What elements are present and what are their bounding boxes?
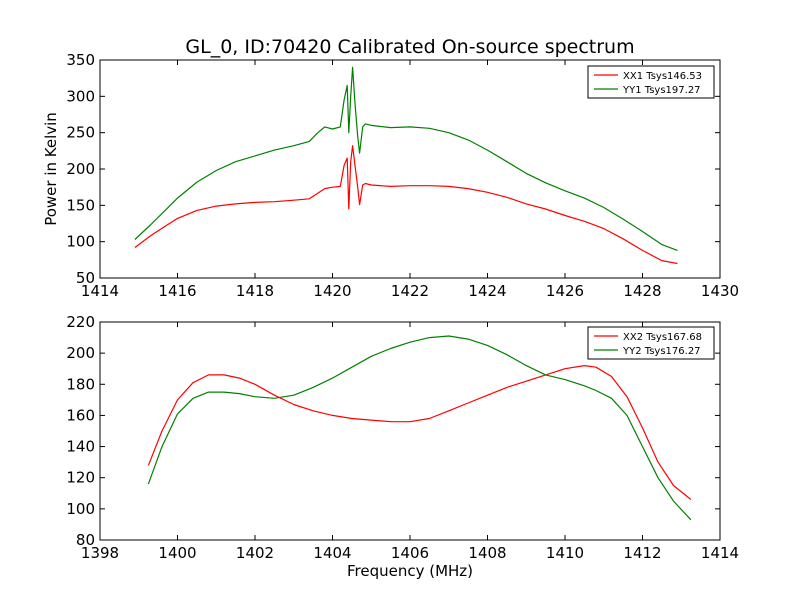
- top-legend-box: [587, 65, 715, 99]
- top-y-tick-label: 100: [66, 233, 95, 251]
- chart-title: GL_0, ID:70420 Calibrated On-source spec…: [185, 36, 634, 58]
- bottom-y-tick-label: 120: [66, 469, 95, 487]
- top-y-tick-label: 150: [66, 196, 95, 214]
- top-x-tick-label: 1414: [81, 282, 119, 300]
- top-series-2-line: [134, 66, 678, 251]
- top-y-tick-label: 50: [76, 269, 95, 287]
- top-y-tick-label: 300: [66, 87, 95, 105]
- top-x-tick-label: 1418: [236, 282, 274, 300]
- bottom-y-tick-label: 80: [76, 531, 95, 549]
- bottom-x-tick-label: 1414: [701, 544, 739, 562]
- bottom-x-tick-label: 1408: [468, 544, 506, 562]
- top-legend-label-2: YY1 Tsys197.27: [622, 85, 701, 96]
- bottom-series-1-line: [147, 365, 692, 500]
- top-x-tick-label: 1416: [158, 282, 196, 300]
- top-legend-label-1: XX1 Tsys146.53: [623, 71, 702, 82]
- bottom-y-tick-label: 100: [66, 500, 95, 518]
- bottom-y-tick-label: 220: [66, 313, 95, 331]
- bottom-y-tick-label: 200: [66, 344, 95, 362]
- bottom-legend-label-2: YY2 Tsys176.27: [622, 346, 701, 357]
- top-x-tick-label: 1430: [701, 282, 739, 300]
- bottom-x-tick-label: 1400: [158, 544, 196, 562]
- bottom-y-tick-label: 160: [66, 406, 95, 424]
- top-x-tick-label: 1424: [468, 282, 506, 300]
- bottom-panel: 1398 1400 1402 1404 1406 1408 1410 1412 1414 80 10…: [66, 313, 739, 580]
- bottom-x-axis-label: Frequency (MHz): [347, 562, 473, 580]
- bottom-x-tick-label: 1412: [623, 544, 661, 562]
- bottom-series-2-line: [147, 335, 692, 521]
- bottom-x-tick-label: 1406: [391, 544, 429, 562]
- bottom-x-tick-label: 1402: [236, 544, 274, 562]
- bottom-y-tick-label: 180: [66, 375, 95, 393]
- top-panel: 1414 1416 1418 1420 1422 1424 1426 1428 1430 50 10…: [42, 51, 739, 300]
- bottom-legend-label-1: XX2 Tsys167.68: [623, 332, 702, 343]
- top-x-tick-label: 1422: [391, 282, 429, 300]
- top-series-1-line: [134, 145, 678, 265]
- bottom-x-tick-label: 1410: [546, 544, 584, 562]
- bottom-legend-box: [587, 326, 715, 360]
- top-y-axis-label: Power in Kelvin: [42, 112, 60, 226]
- top-x-tick-label: 1426: [546, 282, 584, 300]
- top-x-tick-label: 1420: [313, 282, 351, 300]
- top-y-tick-label: 350: [66, 51, 95, 69]
- bottom-legend: XX2 Tsys167.68 YY2 Tsys176.27: [587, 326, 715, 360]
- bottom-y-tick-label: 140: [66, 438, 95, 456]
- top-x-tick-label: 1428: [623, 282, 661, 300]
- bottom-x-tick-label: 1398: [81, 544, 119, 562]
- top-y-tick-label: 250: [66, 124, 95, 142]
- bottom-x-tick-label: 1404: [313, 544, 351, 562]
- top-legend: XX1 Tsys146.53 YY1 Tsys197.27: [587, 65, 715, 99]
- top-y-tick-label: 200: [66, 160, 95, 178]
